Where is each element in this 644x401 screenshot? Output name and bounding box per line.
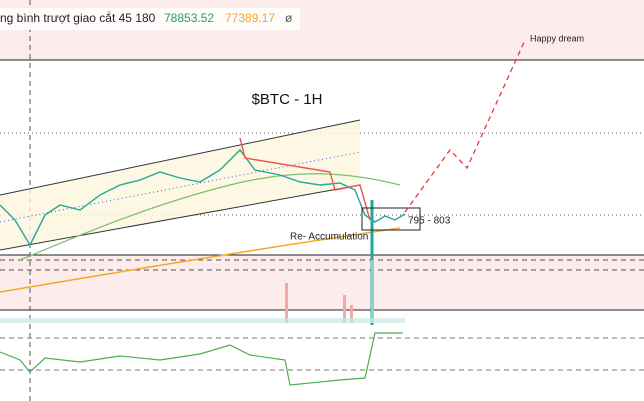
channel-fill xyxy=(0,120,360,250)
channel-lower xyxy=(0,184,361,251)
volume-base xyxy=(0,318,405,323)
indicator-value: 77389.17 xyxy=(225,11,275,25)
lower-zone xyxy=(0,255,644,310)
volume xyxy=(0,260,405,323)
ma-slow xyxy=(0,227,401,293)
chart-title: $BTC - 1H xyxy=(252,91,323,108)
rsi-line xyxy=(0,332,403,386)
price-path-down xyxy=(239,137,371,221)
volume-bar xyxy=(285,283,288,323)
phase-label: Re- Accumulation xyxy=(290,232,368,243)
price-path xyxy=(0,148,406,247)
range-label: 795 - 803 xyxy=(408,216,451,227)
channel-upper xyxy=(0,119,361,196)
range-box xyxy=(361,207,421,231)
volume-bar xyxy=(350,305,353,323)
volume-bar xyxy=(371,260,374,323)
legend-bg xyxy=(0,8,300,30)
indicator-symbol: ø xyxy=(285,11,293,25)
ma-fast xyxy=(19,173,401,261)
indicator-value: 78853.52 xyxy=(164,11,214,25)
target-label: Happy dream xyxy=(530,33,584,43)
indicator-name: ng bình trượt giao cắt 45 180 xyxy=(0,10,156,25)
volume-bar xyxy=(343,295,346,323)
projection xyxy=(404,39,526,213)
